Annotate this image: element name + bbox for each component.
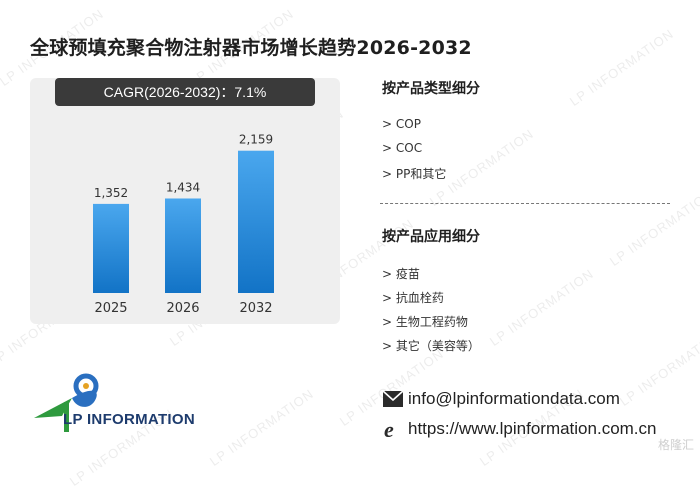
watermark-text: LP INFORMATION [206, 385, 317, 470]
application-item-antithrombotic: > 抗血栓药 [382, 291, 444, 305]
cagr-banner: CAGR(2026-2032)：7.1% [55, 78, 315, 106]
bar-2032 [238, 150, 274, 293]
contact-website[interactable]: e https://www.lpinformation.com.cn [382, 417, 657, 442]
page-title: 全球预填充聚合物注射器市场增长趋势2026-2032 [30, 37, 472, 59]
bar-chart: 1,352 2025 1,434 2026 2,159 2032 [93, 133, 274, 316]
logo-text: LP INFORMATION [63, 411, 195, 428]
watermark-text: LP INFORMATION [566, 25, 677, 110]
section-divider [380, 203, 670, 204]
product-type-heading: 按产品类型细分 [382, 81, 480, 97]
email-text[interactable]: info@lpinformationdata.com [408, 389, 620, 408]
svg-text:e: e [384, 420, 394, 440]
watermark-text: LP INFORMATION [486, 265, 597, 350]
website-text[interactable]: https://www.lpinformation.com.cn [408, 419, 657, 438]
category-label-2025: 2025 [94, 301, 127, 316]
watermark-text: LP INFORMATION [616, 325, 700, 410]
bar-2026 [165, 198, 201, 293]
bar-2025 [93, 203, 129, 293]
lp-information-logo [34, 373, 99, 432]
application-item-bioengineering: > 生物工程药物 [382, 315, 468, 329]
browser-e-icon: e [382, 417, 404, 442]
value-label-2025: 1,352 [94, 186, 128, 200]
application-heading: 按产品应用细分 [382, 229, 480, 245]
application-item-other: > 其它（美容等） [382, 339, 480, 353]
category-label-2032: 2032 [239, 301, 272, 316]
source-badge: 格隆汇 [657, 438, 694, 452]
contact-email[interactable]: info@lpinformationdata.com [382, 389, 620, 409]
category-label-2026: 2026 [166, 301, 199, 316]
value-label-2032: 2,159 [239, 133, 273, 147]
product-type-item-coc: > COC [382, 141, 423, 155]
envelope-icon [382, 390, 404, 408]
value-label-2026: 1,434 [166, 180, 200, 194]
product-type-item-cop: > COP [382, 117, 421, 131]
application-item-vaccine: > 疫苗 [382, 267, 420, 281]
product-type-item-pp: > PP和其它 [382, 167, 447, 181]
watermark-text: LP INFORMATION [336, 345, 447, 430]
watermark-text: LP INFORMATION [606, 185, 700, 270]
